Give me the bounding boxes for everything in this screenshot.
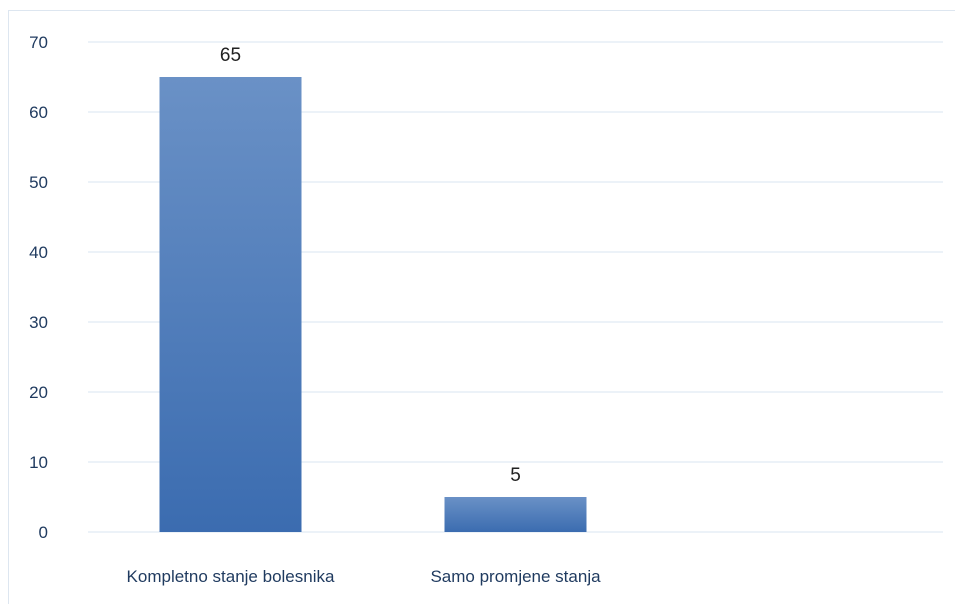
- x-axis: Kompletno stanje bolesnika Samo promjene …: [127, 567, 602, 586]
- data-labels: 65 5: [220, 45, 521, 486]
- bars: [159, 77, 587, 532]
- category-label: Kompletno stanje bolesnika: [127, 567, 335, 586]
- data-label: 65: [220, 45, 241, 66]
- y-tick-label: 0: [39, 523, 48, 542]
- y-axis: 0 10 20 30 40 50 60 70: [29, 33, 48, 542]
- y-tick-label: 60: [29, 103, 48, 122]
- bar: [444, 497, 587, 532]
- bar: [159, 77, 302, 532]
- y-tick-label: 20: [29, 383, 48, 402]
- chart-frame: [8, 10, 955, 604]
- y-tick-label: 50: [29, 173, 48, 192]
- y-tick-label: 70: [29, 33, 48, 52]
- y-tick-label: 30: [29, 313, 48, 332]
- y-tick-label: 40: [29, 243, 48, 262]
- data-label: 5: [510, 465, 521, 486]
- y-tick-label: 10: [29, 453, 48, 472]
- category-label: Samo promjene stanja: [430, 567, 601, 586]
